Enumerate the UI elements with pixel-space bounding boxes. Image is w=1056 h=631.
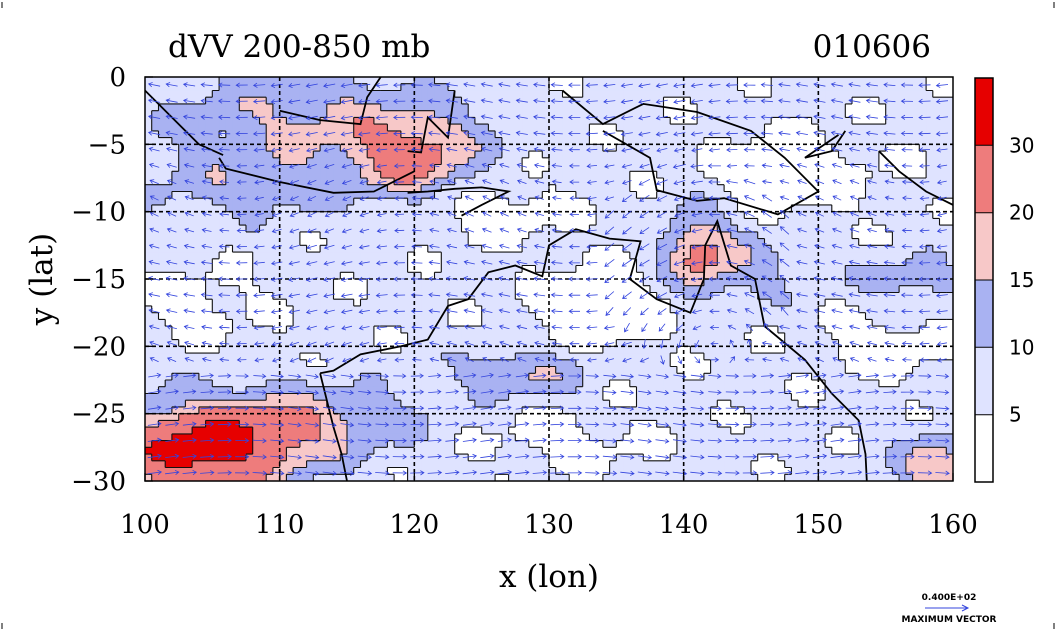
reference-vector-value: 0.400E+02 bbox=[922, 593, 977, 603]
x-axis-ticks: 100 110 120 130 140 150 160 bbox=[120, 473, 978, 540]
x-tick-label: 150 bbox=[794, 510, 844, 540]
colorbar-tick-label: 20 bbox=[1009, 201, 1034, 225]
wind-vectors bbox=[147, 82, 950, 476]
colorbar-tick-label: 30 bbox=[1009, 133, 1034, 157]
y-axis-ticks: 0 −5 −10 −15 −20 −25 −30 bbox=[71, 63, 153, 497]
y-tick-label: −15 bbox=[71, 265, 126, 295]
x-tick-label: 140 bbox=[659, 510, 709, 540]
reference-vector: 0.400E+02 MAXIMUM VECTOR bbox=[901, 593, 996, 625]
plot-title: dVV 200-850 mb bbox=[168, 29, 430, 65]
map-plot-area bbox=[145, 77, 953, 481]
y-axis-label: y (lat) bbox=[24, 233, 60, 326]
colorbar-segment bbox=[975, 414, 993, 482]
x-tick-label: 130 bbox=[524, 510, 574, 540]
reference-vector-label: MAXIMUM VECTOR bbox=[901, 615, 996, 625]
y-tick-label: −20 bbox=[71, 332, 126, 362]
y-tick-label: 0 bbox=[109, 63, 126, 93]
colorbar-segment bbox=[975, 280, 993, 348]
colorbar: 5 10 15 20 30 bbox=[974, 77, 1034, 483]
colorbar-segment bbox=[975, 145, 993, 213]
y-tick-label: −5 bbox=[88, 130, 126, 160]
y-tick-label: −10 bbox=[71, 198, 126, 228]
reference-arrow-icon bbox=[925, 604, 970, 612]
colorbar-segment bbox=[975, 78, 993, 146]
colorbar-tick-label: 10 bbox=[1009, 335, 1034, 359]
colorbar-tick-label: 5 bbox=[1009, 403, 1022, 427]
x-axis-label: x (lon) bbox=[499, 559, 599, 595]
y-tick-label: −30 bbox=[71, 467, 126, 497]
x-tick-label: 100 bbox=[120, 510, 170, 540]
x-tick-label: 120 bbox=[390, 510, 440, 540]
date-label: 010606 bbox=[813, 29, 931, 65]
y-tick-label: −25 bbox=[71, 400, 126, 430]
contour-lines bbox=[145, 77, 953, 481]
colorbar-frame bbox=[974, 77, 994, 483]
colorbar-segment bbox=[975, 212, 993, 280]
x-tick-label: 160 bbox=[928, 510, 978, 540]
colorbar-tick-label: 15 bbox=[1009, 268, 1034, 292]
x-tick-label: 110 bbox=[255, 510, 305, 540]
colorbar-segment bbox=[975, 347, 993, 415]
